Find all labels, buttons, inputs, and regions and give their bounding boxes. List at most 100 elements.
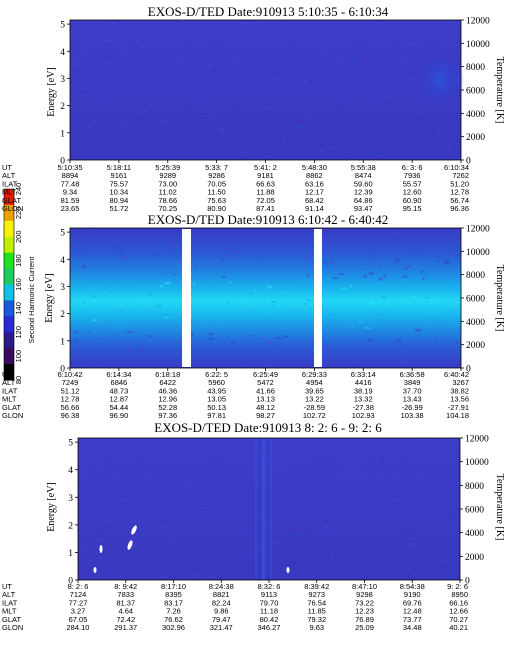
speckle (342, 127, 349, 130)
speckle (148, 517, 152, 520)
speckle (303, 443, 307, 446)
speckle (406, 491, 410, 495)
speckle (426, 316, 429, 319)
speckle (408, 132, 414, 135)
table-cell: 12.39 (354, 188, 373, 197)
speckle (201, 544, 204, 547)
speckle (214, 455, 217, 457)
speckle (409, 306, 412, 309)
table-cell: 9190 (404, 590, 421, 599)
table-cell: 46.36 (158, 386, 177, 395)
table-cell: 48.73 (109, 386, 128, 395)
speckle (138, 347, 143, 350)
table-cell: 77.48 (61, 179, 80, 188)
speckle (145, 494, 149, 497)
speckle (139, 527, 145, 530)
speckle (346, 487, 350, 489)
table-cell: 70.25 (158, 204, 177, 213)
speckle (442, 537, 446, 540)
table-cell: 5:18:11 (107, 163, 131, 172)
speckle (371, 302, 376, 305)
speckle (167, 127, 172, 129)
speckle (444, 262, 451, 264)
speckle (150, 517, 155, 520)
speckle (444, 129, 448, 131)
speckle (445, 511, 451, 514)
speckle (394, 239, 399, 242)
speckle (161, 313, 167, 315)
y-tick-label: 4 (60, 48, 65, 58)
colorbar-cell (4, 220, 14, 238)
speckle (346, 79, 349, 83)
table-cell: 43.95 (207, 386, 226, 395)
speckle (248, 237, 253, 239)
speckle (220, 54, 227, 58)
speckle (247, 355, 253, 357)
table-cell: 81.59 (61, 196, 80, 205)
speckle (85, 254, 88, 257)
table-cell: 34.48 (403, 623, 422, 632)
speckle (118, 128, 122, 130)
speckle (337, 35, 342, 39)
speckle (249, 22, 255, 26)
speckle (446, 499, 452, 502)
speckle (375, 155, 380, 158)
speckle (434, 339, 438, 341)
table-cell: 82.24 (212, 598, 231, 607)
table-cell: 9286 (208, 171, 225, 180)
speckle (160, 461, 166, 464)
speckle (386, 96, 392, 100)
speckle (87, 470, 90, 472)
speckle (352, 76, 356, 78)
table-cell: 6:36:58 (400, 370, 425, 379)
speckle (206, 64, 213, 67)
colorbar-cells (4, 189, 14, 381)
speckle (357, 477, 364, 480)
table-cell: 9298 (356, 590, 373, 599)
y-tick-label: 0 (60, 365, 65, 375)
speckle (303, 23, 306, 26)
colorbar-tick-label: 100 (14, 350, 23, 363)
speckle (112, 85, 115, 88)
speckle (134, 40, 138, 43)
y-tick-label: 1 (68, 549, 73, 559)
table-cell: -28.59 (304, 403, 325, 412)
speckle (163, 119, 167, 122)
speckle (403, 130, 406, 134)
speckle (457, 21, 461, 24)
y-tick-label: 4 (60, 256, 65, 266)
speckle (116, 46, 119, 48)
speckle (201, 566, 207, 568)
panel-3-white-spots (93, 525, 290, 573)
speckle (306, 364, 309, 366)
speckle (262, 24, 267, 27)
speckle (302, 481, 305, 485)
speckle (140, 344, 144, 346)
table-row-name: GLAT (2, 615, 21, 624)
speckle (200, 555, 206, 557)
speckle (333, 57, 339, 60)
speckle (133, 538, 136, 540)
speckle (381, 124, 386, 126)
speckle (119, 247, 124, 251)
speckle (373, 502, 379, 505)
speckle (269, 24, 273, 28)
speckle (325, 30, 330, 33)
speckle (81, 481, 87, 484)
speckle (264, 106, 271, 109)
speckle (82, 24, 86, 27)
y-right-tick-label: 0 (466, 157, 471, 167)
speckle (348, 465, 354, 468)
speckle (118, 22, 121, 24)
speckle (440, 560, 447, 563)
speckle (278, 95, 283, 97)
speckle (160, 271, 163, 274)
speckle (155, 36, 162, 39)
speckle (425, 36, 430, 38)
table-cell: 284.10 (67, 623, 90, 632)
speckle (323, 528, 328, 532)
speckle (159, 133, 162, 135)
y-tick-label: 3 (60, 75, 65, 85)
speckle (399, 461, 403, 463)
speckle (185, 574, 189, 577)
